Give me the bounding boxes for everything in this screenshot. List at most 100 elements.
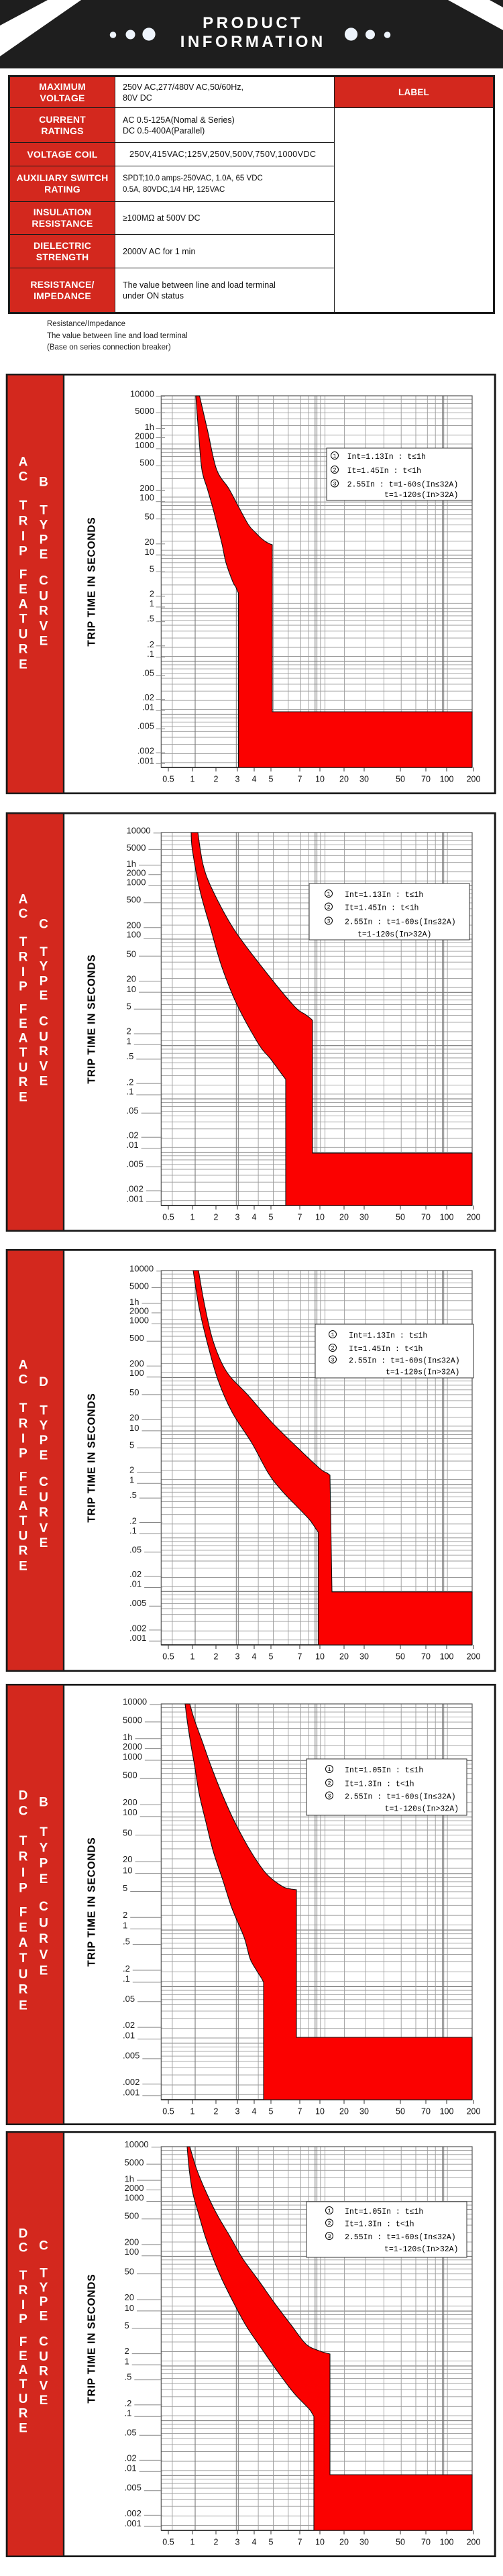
svg-text:4: 4 <box>252 2107 257 2116</box>
svg-text:0.5: 0.5 <box>162 2538 174 2547</box>
svg-text:20: 20 <box>123 1854 132 1864</box>
svg-text:R: R <box>19 2406 28 2420</box>
svg-text:.005: .005 <box>137 721 154 731</box>
svg-text:10000: 10000 <box>123 1697 147 1707</box>
svg-text:5000: 5000 <box>123 1715 142 1725</box>
svg-text:5: 5 <box>269 1652 274 1662</box>
svg-text:3: 3 <box>331 1357 334 1364</box>
svg-text:200: 200 <box>467 1213 481 1222</box>
svg-text:.05: .05 <box>129 1544 142 1554</box>
svg-text:R: R <box>19 1075 28 1089</box>
svg-text:.2: .2 <box>147 639 154 649</box>
svg-text:10: 10 <box>129 1423 139 1433</box>
svg-text:.005: .005 <box>123 2051 139 2061</box>
svg-text:Int=1.13In : t≤1h: Int=1.13In : t≤1h <box>345 891 423 900</box>
svg-text:100: 100 <box>440 1652 454 1662</box>
svg-text:10000: 10000 <box>127 825 151 835</box>
svg-text:200: 200 <box>467 2538 481 2547</box>
svg-text:A: A <box>19 455 28 470</box>
svg-text:2: 2 <box>333 467 336 474</box>
svg-text:4: 4 <box>252 775 257 784</box>
svg-text:0.5: 0.5 <box>162 1652 174 1662</box>
svg-text:3: 3 <box>327 2233 331 2240</box>
svg-text:10000: 10000 <box>125 2139 149 2149</box>
svg-text:.5: .5 <box>127 1051 134 1061</box>
svg-text:20: 20 <box>129 1413 139 1423</box>
svg-text:1000: 1000 <box>127 877 146 888</box>
svg-text:R: R <box>39 1044 48 1059</box>
svg-text:1: 1 <box>190 775 195 784</box>
svg-text:3: 3 <box>327 1793 331 1800</box>
svg-text:C: C <box>19 2241 28 2255</box>
svg-text:T: T <box>19 1834 27 1848</box>
svg-text:C: C <box>39 1900 48 1914</box>
svg-text:2: 2 <box>327 1780 331 1787</box>
svg-text:E: E <box>40 635 48 649</box>
svg-text:.02: .02 <box>142 692 154 702</box>
svg-text:It=1.45In : t<1h: It=1.45In : t<1h <box>345 904 418 912</box>
svg-text:Int=1.13In : t≤1h: Int=1.13In : t≤1h <box>349 1332 427 1340</box>
svg-text:10: 10 <box>127 984 136 994</box>
svg-text:V: V <box>40 620 48 634</box>
svg-text:20: 20 <box>145 537 154 547</box>
svg-text:5000: 5000 <box>129 1281 149 1291</box>
svg-text:10: 10 <box>145 547 154 557</box>
svg-text:0.5: 0.5 <box>162 775 174 784</box>
svg-text:.2: .2 <box>127 1077 134 1087</box>
svg-text:T: T <box>19 1514 27 1528</box>
svg-text:3: 3 <box>333 481 336 488</box>
svg-text:1: 1 <box>190 1652 195 1662</box>
svg-text:200: 200 <box>467 2107 481 2116</box>
svg-text:T: T <box>19 1951 27 1966</box>
svg-text:.2: .2 <box>129 1516 137 1526</box>
svg-text:.5: .5 <box>123 1936 130 1946</box>
svg-text:C: C <box>39 918 48 932</box>
svg-text:50: 50 <box>396 775 405 784</box>
svg-text:20: 20 <box>339 775 349 784</box>
svg-text:.1: .1 <box>127 1086 134 1096</box>
svg-text:E: E <box>19 1559 27 1573</box>
svg-text:.02: .02 <box>123 2020 135 2030</box>
svg-text:.05: .05 <box>142 667 154 678</box>
svg-text:Y: Y <box>40 960 48 974</box>
svg-text:E: E <box>19 658 27 672</box>
svg-text:1h: 1h <box>123 1732 132 1742</box>
svg-text:U: U <box>39 590 48 604</box>
svg-text:E: E <box>40 2310 48 2324</box>
svg-text:1: 1 <box>327 1766 331 1773</box>
svg-text:1: 1 <box>190 2538 195 2547</box>
svg-text:TRIP TIME IN SECONDS: TRIP TIME IN SECONDS <box>87 1837 98 1966</box>
svg-text:70: 70 <box>421 2538 431 2547</box>
svg-text:1000: 1000 <box>125 2193 144 2203</box>
svg-text:20: 20 <box>339 2538 349 2547</box>
svg-text:5: 5 <box>125 2320 129 2330</box>
svg-text:.01: .01 <box>123 2031 135 2041</box>
svg-text:P: P <box>19 545 27 559</box>
svg-text:2000: 2000 <box>127 868 146 878</box>
svg-text:I: I <box>21 965 25 979</box>
svg-text:Int=1.05In : t≤1h: Int=1.05In : t≤1h <box>345 1766 423 1775</box>
svg-text:TRIP TIME IN SECONDS: TRIP TIME IN SECONDS <box>87 954 98 1083</box>
svg-text:2.55In : t=1-60s(In≤32A): 2.55In : t=1-60s(In≤32A) <box>345 2233 456 2242</box>
svg-text:E: E <box>40 989 48 1003</box>
svg-text:30: 30 <box>359 775 369 784</box>
svg-text:U: U <box>19 1968 28 1982</box>
svg-text:P: P <box>19 2312 27 2326</box>
svg-text:E: E <box>40 1074 48 1088</box>
svg-text:1: 1 <box>190 1213 195 1222</box>
svg-text:200: 200 <box>139 483 154 493</box>
svg-text:1: 1 <box>150 598 154 608</box>
svg-text:2: 2 <box>125 2346 129 2356</box>
svg-text:R: R <box>19 1850 28 1864</box>
svg-text:E: E <box>40 1872 48 1886</box>
svg-text:.05: .05 <box>125 2428 137 2438</box>
svg-text:50: 50 <box>145 512 154 522</box>
svg-text:U: U <box>19 2392 28 2406</box>
svg-text:I: I <box>21 1432 25 1446</box>
svg-text:.05: .05 <box>127 1106 139 1116</box>
svg-text:100: 100 <box>129 1368 144 1378</box>
svg-text:1: 1 <box>331 1332 334 1338</box>
svg-text:50: 50 <box>396 1652 405 1662</box>
svg-text:E: E <box>19 1998 27 2012</box>
svg-text:T: T <box>40 945 48 959</box>
